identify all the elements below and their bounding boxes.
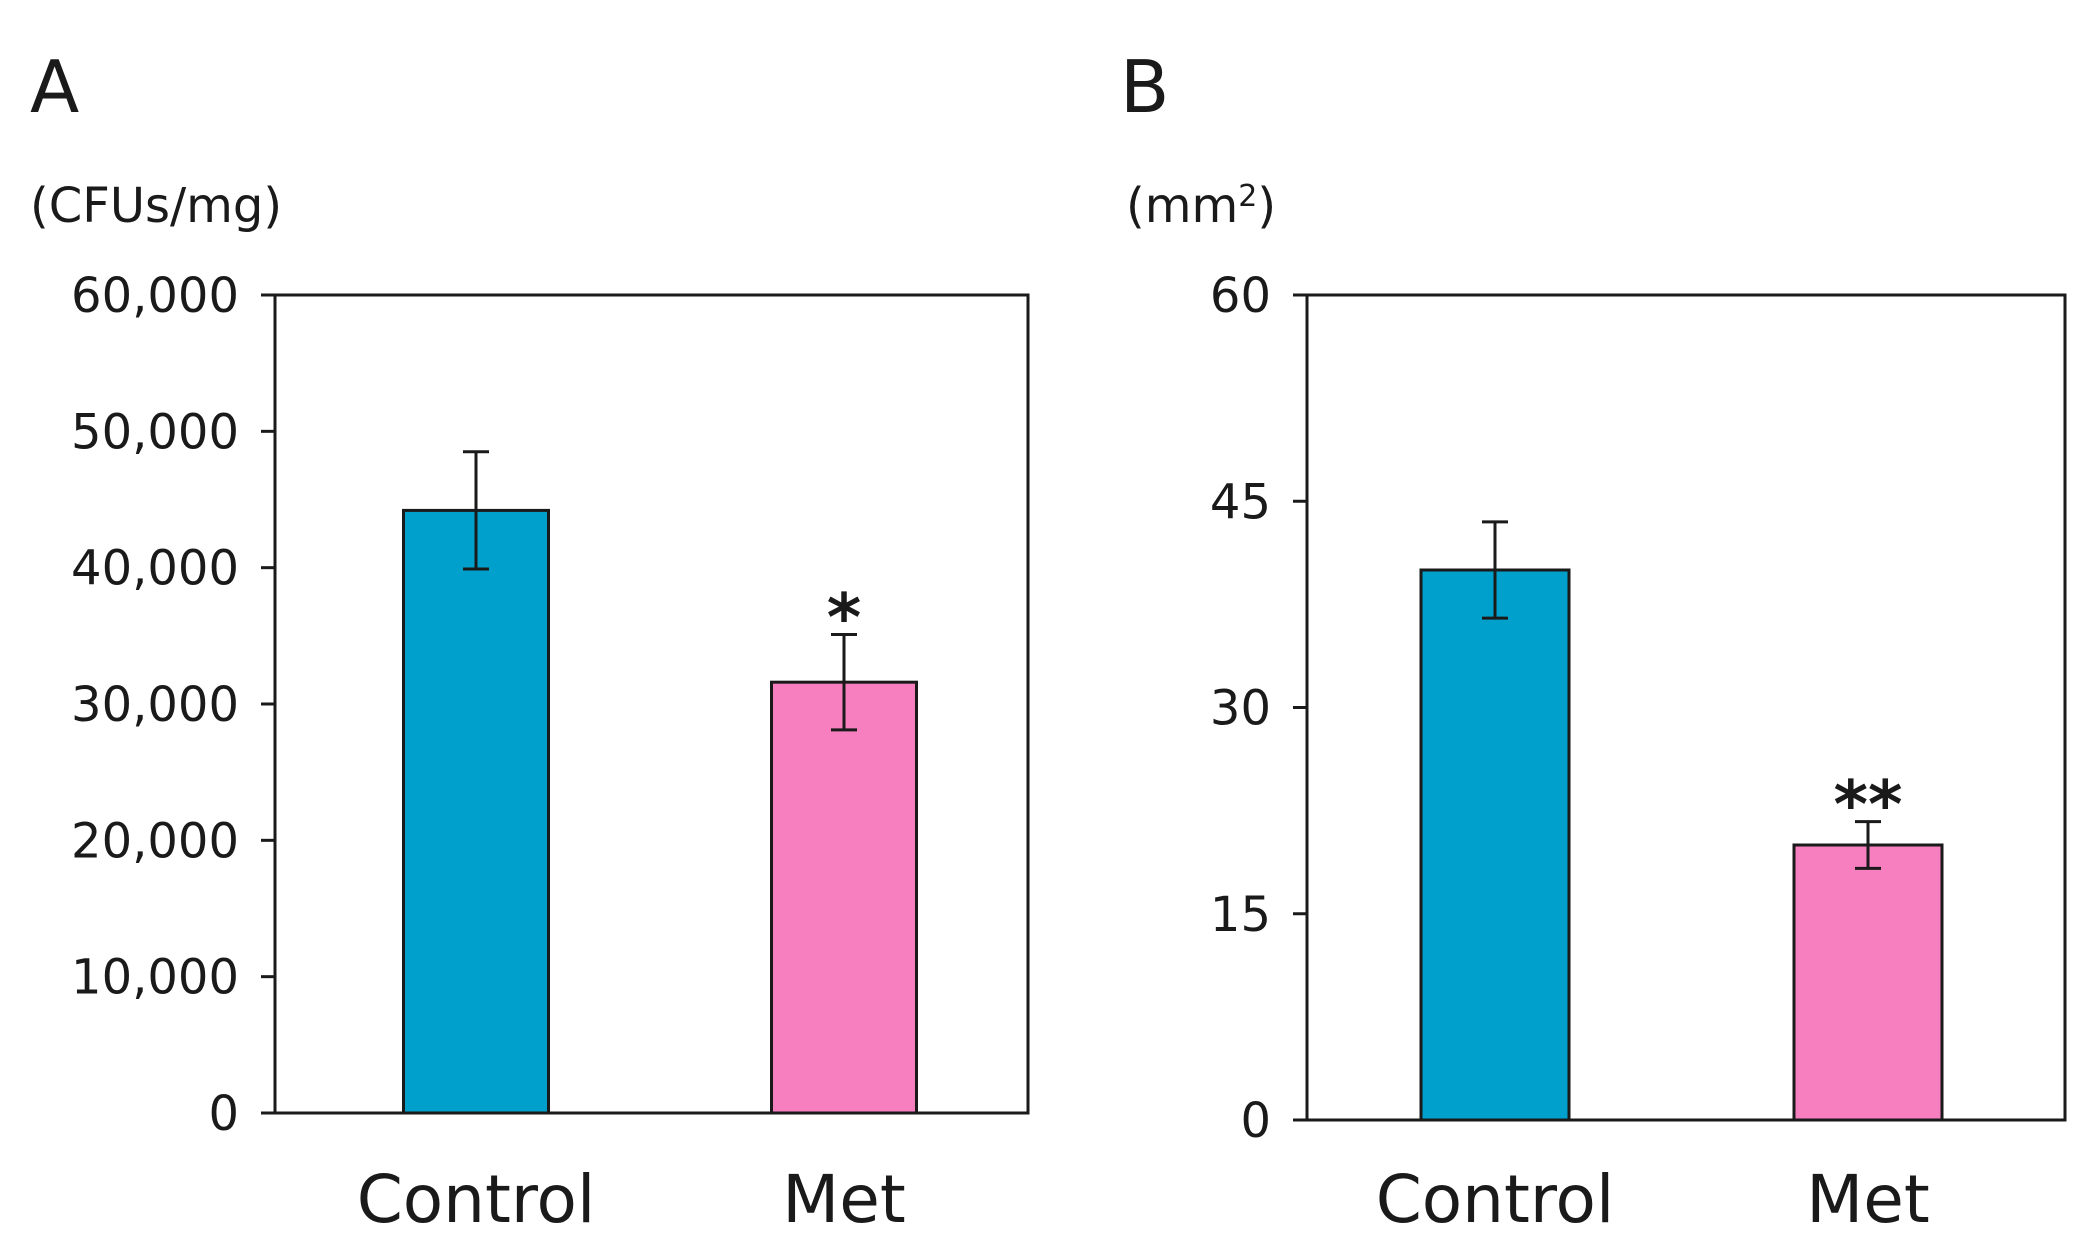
- panel-b-category-met: Met: [1806, 1161, 1929, 1238]
- panel-b-unit-tail: ): [1257, 178, 1276, 234]
- panel-a: A (CFUs/mg) 0 10,000 20,000 30,000 40,000 50,…: [30, 45, 1030, 1238]
- panel-b-y-tick-label: 45: [1210, 474, 1271, 530]
- panel-a-y-ticks: 0 10,000 20,000 30,000 40,000 50,000 60,000: [71, 268, 275, 1142]
- panel-a-y-tick-label: 10,000: [71, 950, 239, 1006]
- panel-a-plot-frame: [273, 293, 1030, 1115]
- panel-b-unit-label: (mm2): [1126, 178, 1276, 234]
- panel-a-letter: A: [30, 45, 79, 129]
- panel-b-bar-met: [1792, 843, 1944, 1122]
- panel-a-category-control: Control: [357, 1161, 596, 1238]
- panel-a-y-tick-label: 40,000: [71, 541, 239, 597]
- panel-b-y-ticks: 0 15 30 45 60: [1210, 268, 1307, 1149]
- panel-b-y-tick-label: 30: [1210, 681, 1271, 737]
- panel-a-significance-met: *: [827, 579, 862, 656]
- panel-a-error-bar-met: [831, 632, 857, 732]
- panel-b-y-tick-label: 0: [1240, 1093, 1271, 1149]
- panel-a-bar-met: [770, 680, 918, 1115]
- panel-a-y-tick-label: 60,000: [71, 268, 239, 324]
- panel-a-unit-label: (CFUs/mg): [30, 178, 282, 234]
- panel-a-y-tick-label: 50,000: [71, 404, 239, 460]
- panel-a-bar-control: [402, 508, 550, 1115]
- panel-a-y-tick-label: 30,000: [71, 677, 239, 733]
- panel-b-error-bar-met: [1855, 820, 1881, 870]
- panel-b-error-bar-control: [1482, 520, 1508, 620]
- panel-b-category-control: Control: [1376, 1161, 1615, 1238]
- panel-b: B (mm2) 0 15 30 45 60 Control Met **: [1120, 45, 2067, 1238]
- panel-b-plot-frame: [1305, 293, 2067, 1122]
- panel-a-bars: [402, 450, 918, 1115]
- panel-b-y-tick-label: 60: [1210, 268, 1271, 324]
- panel-b-unit-superscript: 2: [1238, 179, 1257, 214]
- panel-b-y-tick-label: 15: [1210, 887, 1271, 943]
- panel-a-y-tick-label: 20,000: [71, 813, 239, 869]
- panel-a-category-met: Met: [782, 1161, 905, 1238]
- panel-b-unit-base: (mm: [1126, 178, 1238, 234]
- panel-a-error-bar-control: [463, 450, 489, 571]
- panel-b-letter: B: [1120, 45, 1169, 129]
- panel-b-significance-met: **: [1833, 767, 1902, 844]
- panel-a-y-tick-label: 0: [208, 1086, 239, 1142]
- panel-b-bar-control: [1419, 568, 1571, 1122]
- panel-b-bars: [1419, 520, 1944, 1122]
